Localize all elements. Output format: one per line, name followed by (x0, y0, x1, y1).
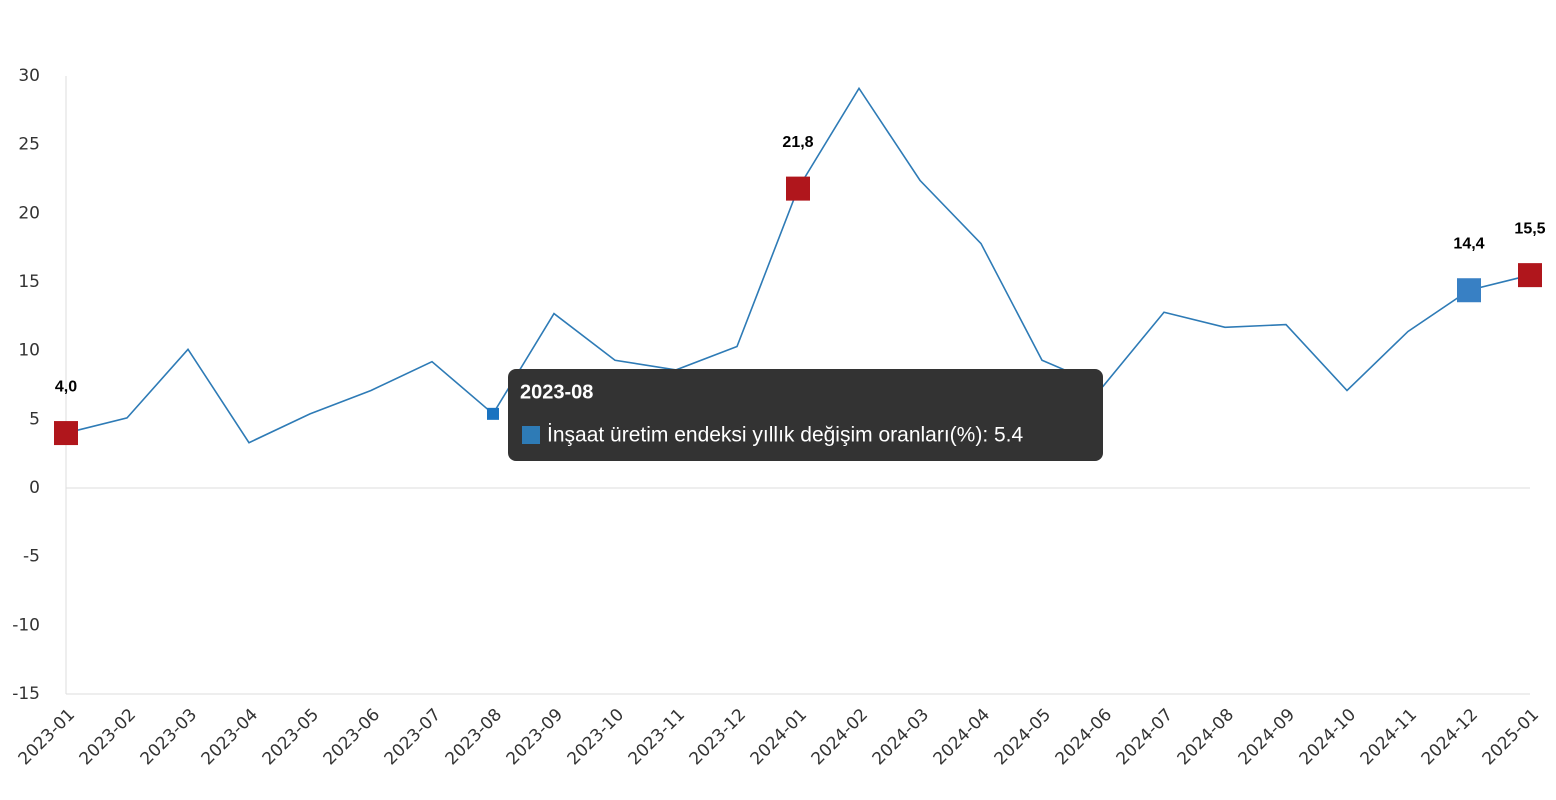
data-label: 14,4 (1453, 235, 1484, 252)
data-label: 15,5 (1514, 220, 1545, 237)
y-tick-label: 10 (18, 341, 40, 361)
x-tick-label: 2023-06 (320, 705, 384, 769)
x-tick-label: 2024-07 (1113, 705, 1177, 769)
x-tick-label: 2024-11 (1357, 705, 1421, 769)
x-tick-label: 2023-09 (503, 705, 567, 769)
marker (54, 421, 78, 446)
x-tick-label: 2023-05 (259, 705, 323, 769)
x-tick-label: 2024-08 (1174, 705, 1238, 769)
x-tick-label: 2024-04 (930, 705, 994, 769)
x-tick-label: 2024-06 (1052, 705, 1116, 769)
tooltip: 2023-08 İnşaat üretim endeksi yıllık deği… (508, 369, 1103, 461)
marker (1518, 263, 1542, 288)
x-tick-label: 2024-05 (991, 705, 1055, 769)
y-tick-label: 5 (29, 409, 40, 429)
tooltip-swatch (522, 426, 540, 444)
y-tick-label: 30 (18, 66, 40, 86)
x-tick-label: 2023-08 (442, 705, 506, 769)
x-tick-label: 2023-02 (76, 705, 140, 769)
marker (1457, 278, 1481, 303)
x-tick-label: 2024-10 (1296, 705, 1360, 769)
y-tick-label: 0 (29, 478, 40, 498)
x-tick-label: 2023-01 (15, 705, 79, 769)
data-label: 21,8 (782, 134, 813, 151)
y-tick-label: 20 (18, 203, 40, 223)
marker (786, 176, 810, 201)
y-tick-label: -15 (12, 684, 40, 704)
y-tick-label: 15 (18, 272, 40, 292)
x-tick-label: 2023-12 (686, 705, 750, 769)
y-tick-label: -5 (23, 547, 40, 567)
y-tick-label: 25 (18, 135, 40, 155)
x-tick-label: 2024-02 (808, 705, 872, 769)
marker (487, 407, 499, 420)
x-tick-label: 2024-12 (1418, 705, 1482, 769)
x-tick-label: 2024-01 (747, 705, 811, 769)
tooltip-title: 2023-08 (520, 381, 593, 403)
data-label: 4,0 (55, 378, 77, 395)
x-tick-label: 2024-03 (869, 705, 933, 769)
x-tick-label: 2023-04 (198, 705, 262, 769)
x-tick-label: 2023-10 (564, 705, 628, 769)
tooltip-box (508, 369, 1103, 461)
x-tick-label: 2023-03 (137, 705, 201, 769)
x-tick-label: 2023-07 (381, 705, 445, 769)
x-tick-label: 2025-01 (1479, 705, 1543, 769)
x-tick-label: 2024-09 (1235, 705, 1299, 769)
tooltip-text: İnşaat üretim endeksi yıllık değişim ora… (547, 424, 1024, 447)
x-tick-label: 2023-11 (625, 705, 689, 769)
y-tick-label: -10 (12, 615, 40, 635)
